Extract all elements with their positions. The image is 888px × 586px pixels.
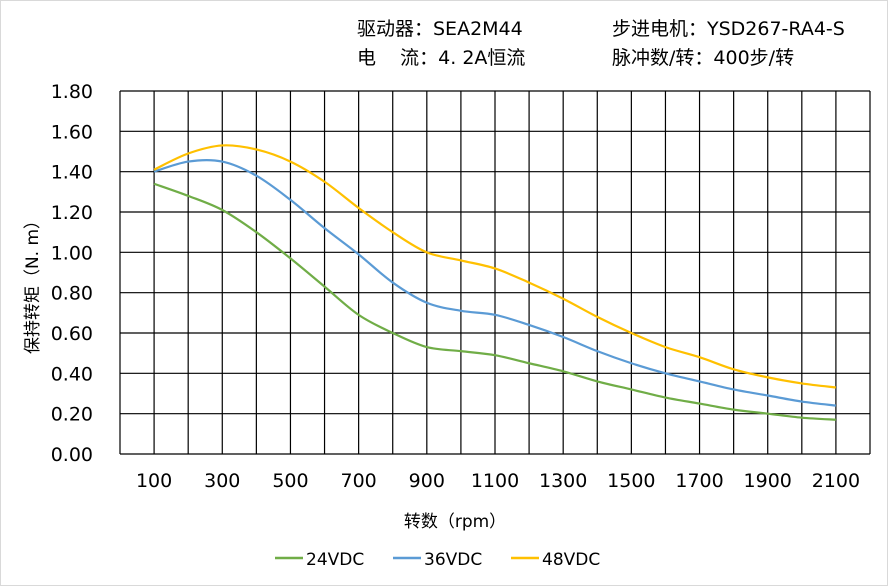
x-tick-label: 1900 [744,470,792,492]
legend-label-36VDC: 36VDC [424,550,482,570]
x-tick-label: 1300 [539,470,587,492]
series-line-36VDC [153,158,837,407]
x-axis-label: 转数（rpm） [404,512,506,532]
driver-info: 驱动器：SEA2M44 [357,18,523,40]
motor-info: 步进电机：YSD267-RA4-S [612,18,845,40]
x-tick-label: 700 [341,470,377,492]
series-line-48VDC [153,144,837,389]
y-tick-label: 1.00 [51,242,93,264]
y-tick-label: 0.00 [51,444,93,466]
y-tick-label: 0.80 [51,283,93,305]
x-tick-label: 2100 [812,470,860,492]
current-info: 电 流：4. 2A恒流 [357,47,526,69]
x-tick-label: 1500 [607,470,655,492]
legend-label-48VDC: 48VDC [542,550,600,570]
y-tick-label: 0.20 [51,404,93,426]
y-tick-label: 1.80 [51,81,93,103]
y-tick-label: 0.60 [51,323,93,345]
pulses-info: 脉冲数/转：400步/转 [612,47,795,69]
y-tick-label: 0.40 [51,363,93,385]
series-line-24VDC [153,182,836,421]
x-tick-label: 900 [409,470,445,492]
y-tick-label: 1.60 [51,121,93,143]
y-tick-label: 1.20 [51,202,93,224]
x-tick-label: 500 [272,470,308,492]
x-tick-label: 100 [136,470,172,492]
legend-label-24VDC: 24VDC [306,550,364,570]
y-axis-label: 保持转矩（N. m） [23,212,43,354]
y-tick-label: 1.40 [51,162,93,184]
x-tick-label: 1700 [675,470,723,492]
x-tick-label: 300 [204,470,240,492]
x-tick-label: 1100 [471,470,519,492]
